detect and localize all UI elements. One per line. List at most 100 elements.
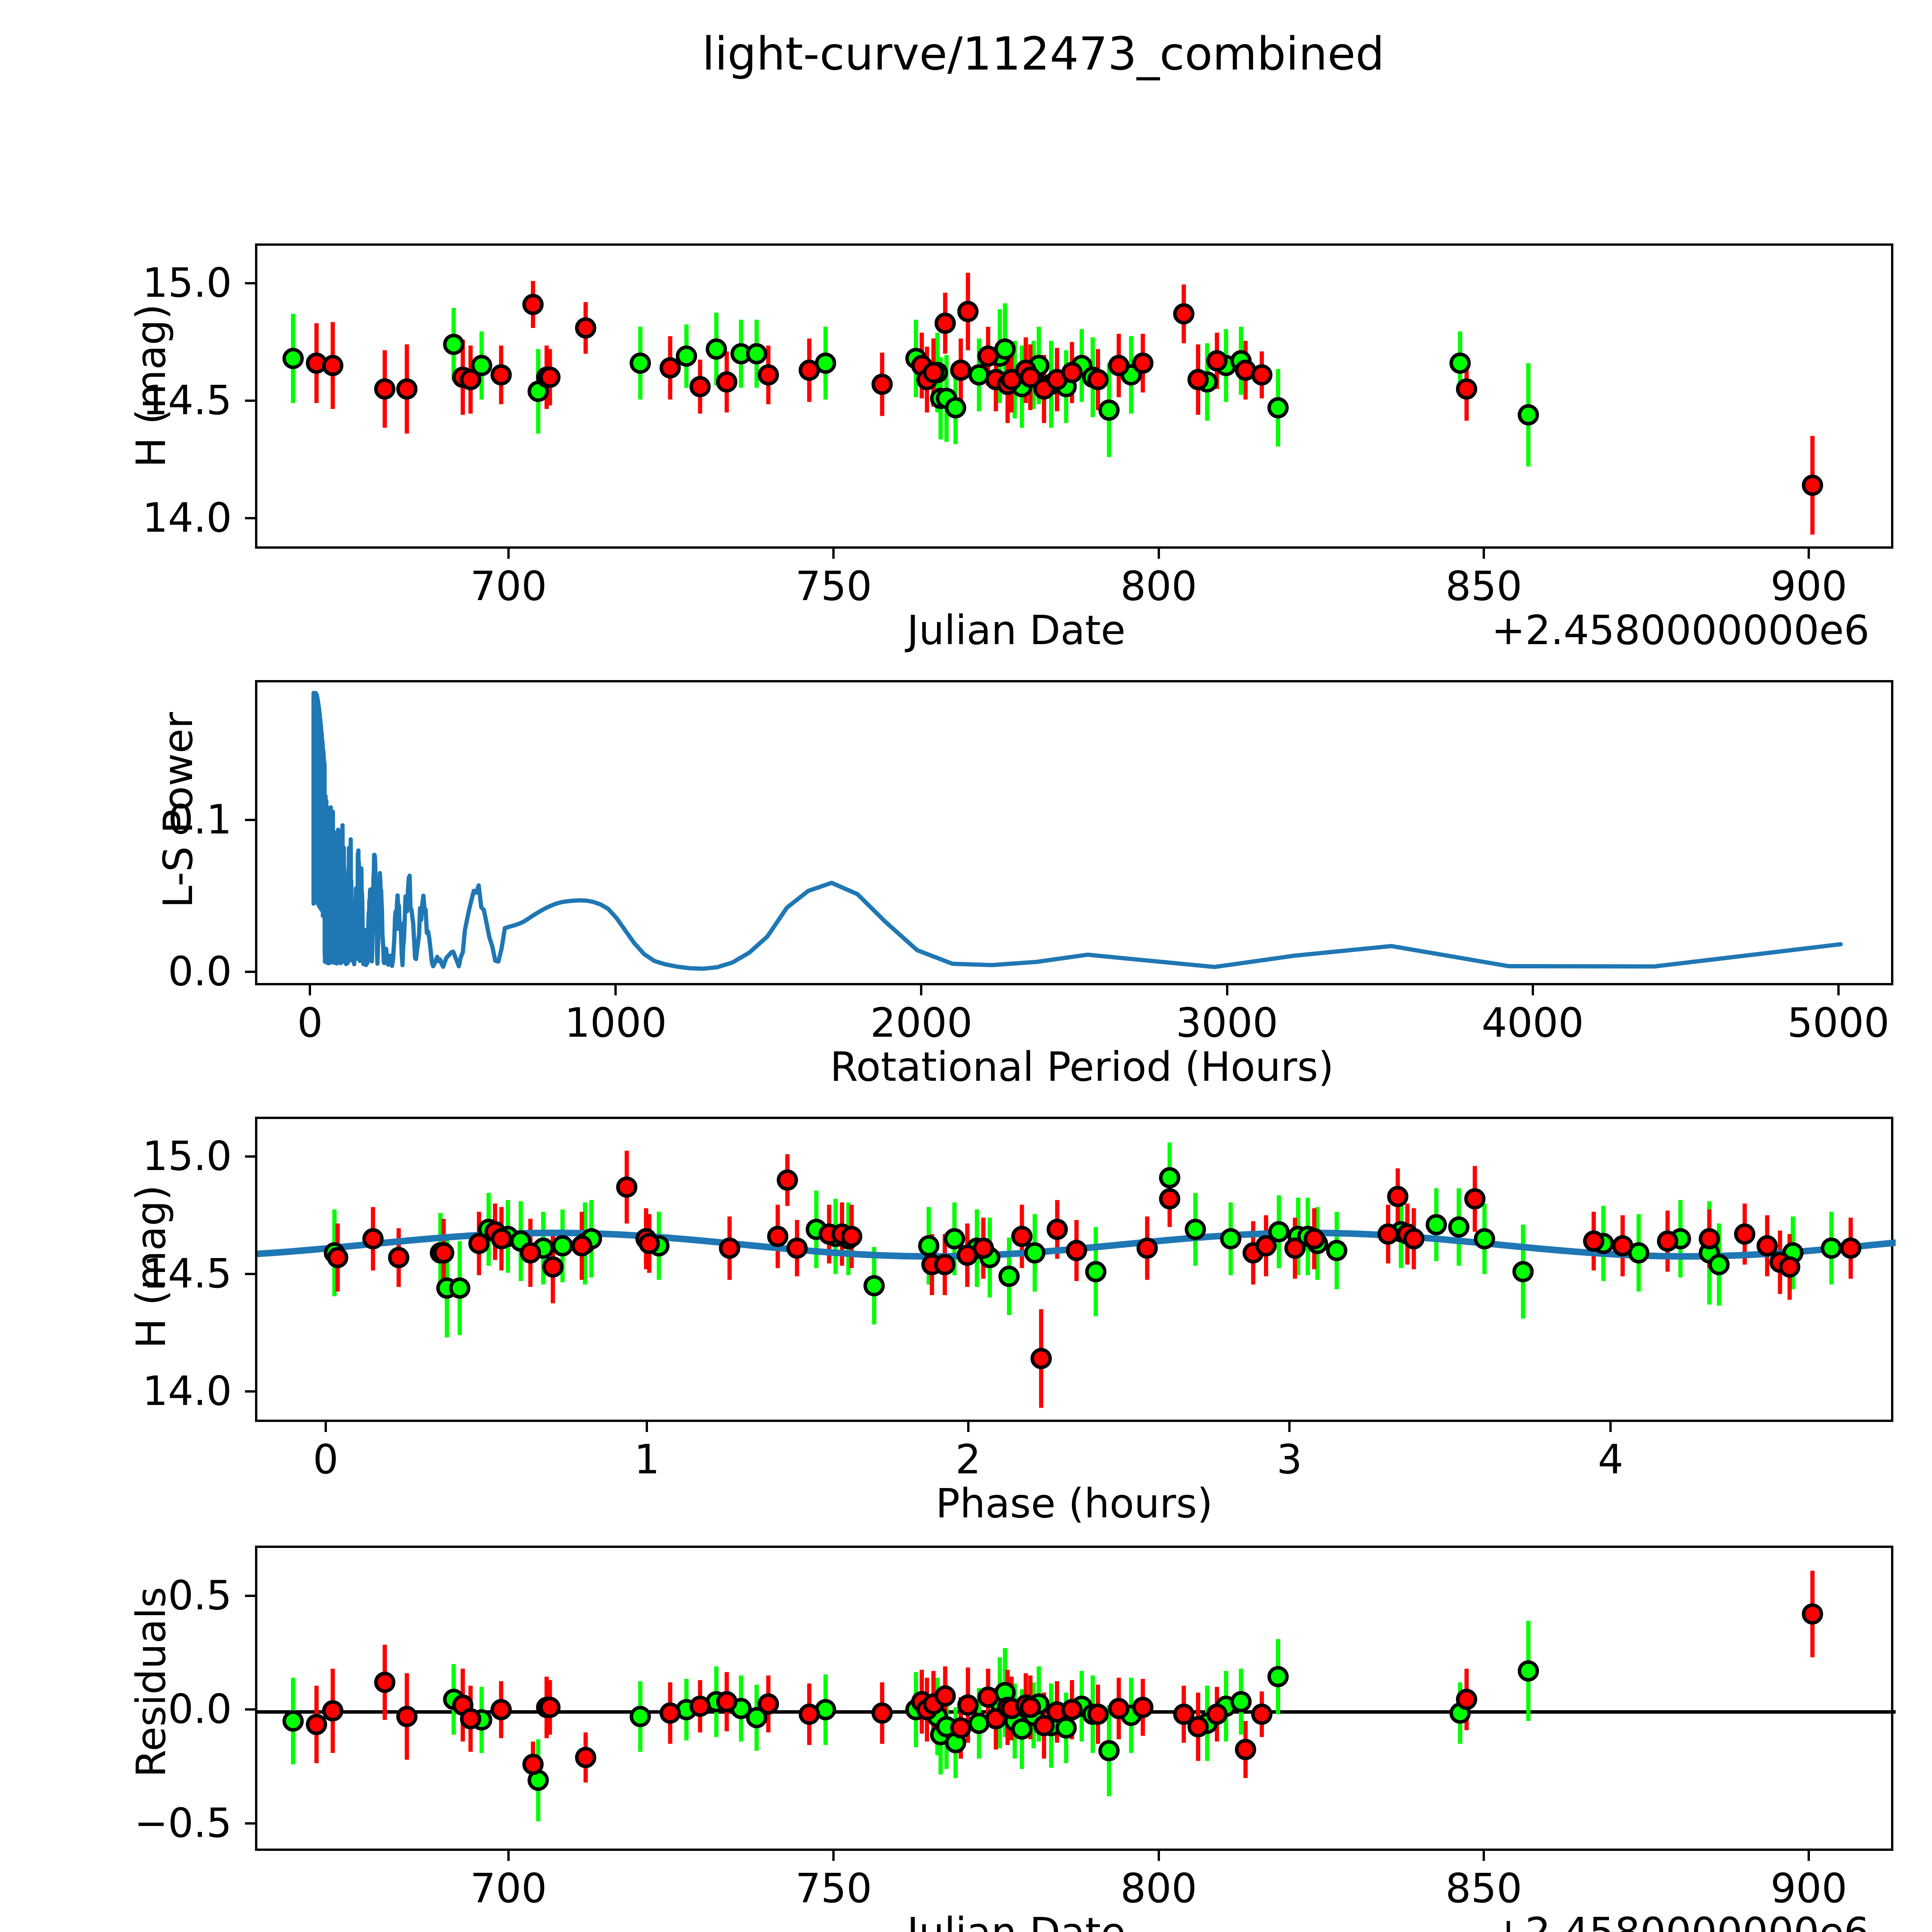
data-point-marker[interactable] <box>798 359 820 381</box>
data-point-marker[interactable] <box>863 1275 885 1296</box>
data-point-marker[interactable] <box>934 1254 956 1276</box>
data-point-marker[interactable] <box>1387 1186 1408 1208</box>
data-point-marker[interactable] <box>322 355 344 376</box>
data-point-marker[interactable] <box>520 1242 541 1264</box>
data-point-marker[interactable] <box>396 378 418 400</box>
data-point-marker[interactable] <box>1046 1219 1068 1240</box>
data-point-marker[interactable] <box>998 1265 1020 1287</box>
data-point-marker[interactable] <box>468 1233 490 1254</box>
data-point-marker[interactable] <box>1517 404 1539 426</box>
data-point-marker[interactable] <box>944 1228 965 1250</box>
data-point-marker[interactable] <box>522 294 544 315</box>
data-point-marker[interactable] <box>675 345 697 367</box>
data-point-marker[interactable] <box>934 313 956 334</box>
marker-group-red[interactable] <box>327 1169 1862 1369</box>
data-point-marker[interactable] <box>659 1702 681 1724</box>
residuals-plot-area[interactable] <box>255 1546 1896 1851</box>
data-point-marker[interactable] <box>1061 362 1083 383</box>
data-point-marker[interactable] <box>918 1235 940 1257</box>
data-point-marker[interactable] <box>1425 1214 1447 1235</box>
data-point-marker[interactable] <box>1821 1237 1842 1259</box>
data-point-marker[interactable] <box>575 1747 597 1768</box>
data-point-marker[interactable] <box>1657 1230 1679 1252</box>
data-point-marker[interactable] <box>786 1237 808 1259</box>
data-point-marker[interactable] <box>629 352 651 374</box>
data-point-marker[interactable] <box>1251 1703 1273 1725</box>
data-point-marker[interactable] <box>1303 1228 1325 1250</box>
data-point-marker[interactable] <box>1159 1167 1180 1189</box>
data-point-marker[interactable] <box>716 371 738 393</box>
data-point-marker[interactable] <box>977 1686 999 1708</box>
data-point-marker[interactable] <box>950 359 972 381</box>
data-point-marker[interactable] <box>1066 1240 1087 1261</box>
data-point-marker[interactable] <box>1230 1691 1252 1713</box>
data-point-marker[interactable] <box>1756 1235 1778 1257</box>
data-point-marker[interactable] <box>973 1237 994 1259</box>
data-point-marker[interactable] <box>1456 378 1478 400</box>
data-point-marker[interactable] <box>1031 1348 1052 1369</box>
data-point-marker[interactable] <box>571 1235 593 1257</box>
data-point-marker[interactable] <box>1185 1219 1206 1240</box>
data-point-marker[interactable] <box>706 338 727 360</box>
data-point-marker[interactable] <box>1840 1237 1862 1259</box>
data-point-marker[interactable] <box>1449 352 1471 374</box>
data-point-marker[interactable] <box>539 366 561 388</box>
data-point-marker[interactable] <box>638 1233 660 1254</box>
data-point-marker[interactable] <box>449 1277 471 1299</box>
data-point-marker[interactable] <box>1779 1256 1801 1278</box>
data-point-marker[interactable] <box>968 364 990 386</box>
data-point-marker[interactable] <box>1098 399 1120 421</box>
data-point-marker[interactable] <box>994 338 1016 360</box>
data-point-marker[interactable] <box>1517 1660 1539 1682</box>
data-point-marker[interactable] <box>934 1685 956 1707</box>
data-point-marker[interactable] <box>552 1235 573 1257</box>
data-point-marker[interactable] <box>1474 1228 1495 1250</box>
data-point-marker[interactable] <box>1464 1188 1486 1210</box>
data-point-marker[interactable] <box>539 1697 561 1718</box>
data-point-marker[interactable] <box>327 1247 349 1269</box>
phasefold-plot-area[interactable] <box>255 1117 1896 1422</box>
data-point-marker[interactable] <box>746 343 767 365</box>
lightcurve-plot-area[interactable] <box>255 243 1893 549</box>
data-point-marker[interactable] <box>490 364 512 386</box>
data-point-marker[interactable] <box>1512 1261 1534 1282</box>
data-point-marker[interactable] <box>282 348 304 369</box>
data-point-marker[interactable] <box>460 369 481 390</box>
data-point-marker[interactable] <box>1802 474 1823 496</box>
data-point-marker[interactable] <box>1132 1697 1154 1718</box>
data-point-marker[interactable] <box>1061 1699 1083 1721</box>
data-point-marker[interactable] <box>1108 1698 1129 1719</box>
data-point-marker[interactable] <box>1267 1666 1289 1687</box>
data-point-marker[interactable] <box>957 1694 979 1716</box>
data-point-marker[interactable] <box>374 378 396 400</box>
data-point-marker[interactable] <box>1206 350 1228 372</box>
data-point-marker[interactable] <box>460 1708 481 1730</box>
data-point-marker[interactable] <box>1173 1703 1195 1725</box>
data-point-marker[interactable] <box>1132 352 1154 374</box>
data-point-marker[interactable] <box>282 1710 304 1732</box>
data-point-marker[interactable] <box>1268 1221 1290 1243</box>
data-point-marker[interactable] <box>490 1699 512 1721</box>
data-point-marker[interactable] <box>1612 1235 1633 1257</box>
data-point-marker[interactable] <box>388 1247 410 1269</box>
data-point-marker[interactable] <box>1734 1223 1755 1245</box>
data-point-marker[interactable] <box>1377 1223 1399 1245</box>
data-point-marker[interactable] <box>1098 1740 1120 1762</box>
data-point-marker[interactable] <box>1255 1235 1277 1257</box>
data-point-marker[interactable] <box>1173 303 1195 325</box>
data-point-marker[interactable] <box>968 1713 990 1734</box>
data-point-marker[interactable] <box>957 301 979 322</box>
data-point-marker[interactable] <box>767 1226 789 1247</box>
data-point-marker[interactable] <box>1235 1739 1256 1760</box>
data-point-marker[interactable] <box>1251 364 1273 386</box>
data-point-marker[interactable] <box>1284 1237 1306 1259</box>
data-point-marker[interactable] <box>1456 1689 1478 1710</box>
data-point-marker[interactable] <box>542 1256 564 1278</box>
data-point-marker[interactable] <box>1448 1216 1469 1238</box>
data-point-marker[interactable] <box>871 374 893 395</box>
data-point-marker[interactable] <box>716 1691 738 1713</box>
data-point-marker[interactable] <box>1326 1240 1347 1261</box>
data-point-marker[interactable] <box>1020 1697 1041 1718</box>
data-point-marker[interactable] <box>362 1228 384 1250</box>
data-point-marker[interactable] <box>1267 397 1289 418</box>
